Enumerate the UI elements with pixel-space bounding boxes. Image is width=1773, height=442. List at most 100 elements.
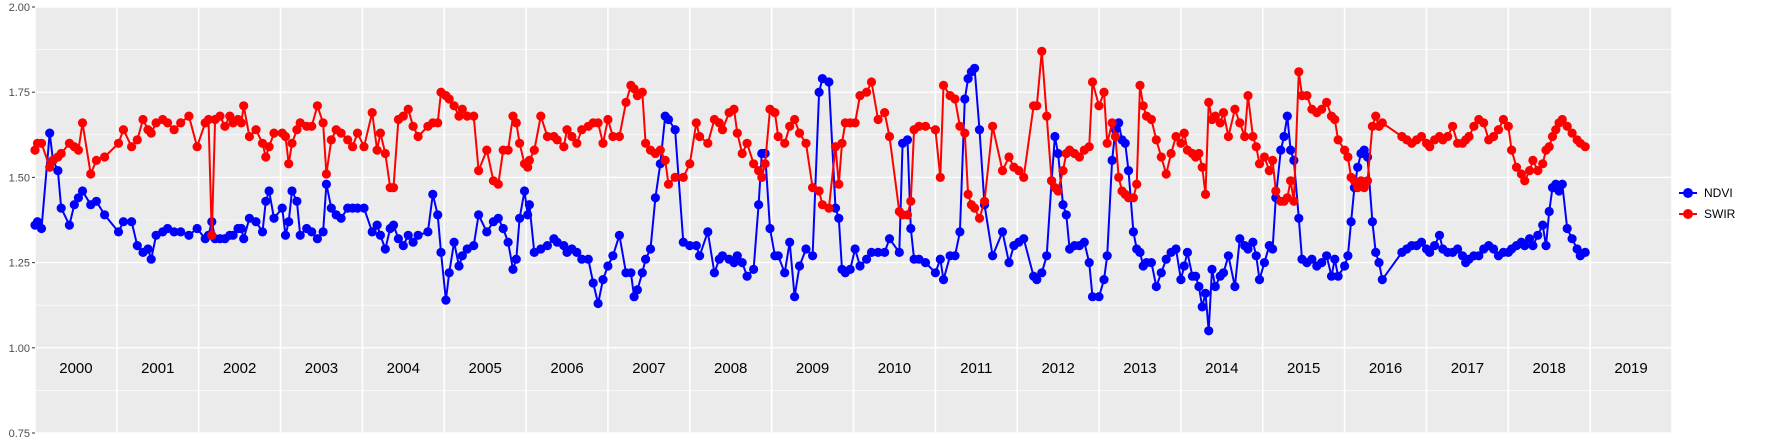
swir-point: [749, 159, 759, 169]
year-label: 2006: [550, 360, 583, 377]
swir-point: [1259, 152, 1269, 162]
ndvi-point: [146, 254, 156, 264]
swir-point: [307, 121, 317, 131]
ndvi-point: [997, 227, 1008, 237]
swir-point: [691, 118, 701, 128]
ndvi-point: [192, 223, 202, 234]
swir-point: [1084, 142, 1094, 152]
ndvi-point: [367, 227, 377, 237]
ndvi-point: [73, 193, 83, 203]
swir-point: [970, 203, 980, 213]
ndvi-point: [393, 234, 403, 244]
swir-point: [261, 152, 271, 162]
swir-point: [1343, 152, 1353, 162]
ndvi-point: [583, 254, 593, 264]
swir-point: [225, 111, 235, 121]
swir-point: [1107, 118, 1117, 128]
ndvi-point: [498, 223, 508, 234]
ndvi-point: [372, 220, 382, 230]
swir-point: [655, 145, 665, 155]
year-label: 2003: [305, 360, 338, 377]
swir-point: [757, 172, 767, 182]
ndvi-point: [645, 244, 656, 254]
ndvi-point: [572, 247, 582, 257]
ndvi-point: [441, 295, 451, 305]
swir-point: [269, 128, 279, 138]
ndvi-point: [100, 210, 110, 220]
ndvi-point: [428, 189, 438, 199]
swir-point: [824, 203, 834, 213]
ndvi-point: [938, 275, 949, 285]
year-label: 2013: [1123, 360, 1156, 377]
ndvi-point: [236, 223, 246, 234]
swir-point: [770, 108, 780, 118]
ndvi-point: [1326, 271, 1337, 281]
ndvi-point: [884, 234, 895, 244]
swir-point: [1580, 142, 1590, 152]
year-label: 2005: [468, 360, 501, 377]
ndvi-point: [950, 251, 960, 261]
ndvi-point: [53, 166, 63, 176]
ndvi-point: [287, 186, 297, 196]
ndvi-point: [1489, 244, 1499, 254]
swir-point: [1286, 176, 1296, 186]
ndvi-point: [280, 230, 291, 240]
swir-point: [729, 104, 739, 114]
ndvi-point: [1279, 131, 1289, 142]
ndvi-point: [1259, 258, 1269, 268]
ndvi-point: [880, 247, 890, 257]
ndvi-point: [239, 234, 249, 244]
ndvi-point: [503, 237, 513, 247]
swir-point: [1110, 131, 1120, 142]
ndvi-point: [1210, 281, 1220, 292]
swir-point: [1151, 135, 1161, 145]
swir-point: [1464, 131, 1474, 142]
swir-point: [780, 138, 790, 148]
ndvi-point: [292, 196, 302, 206]
swir-point: [773, 131, 783, 142]
ndvi-point: [1230, 281, 1240, 292]
swir-point: [375, 128, 385, 138]
year-label: 2008: [714, 360, 747, 377]
swir-point: [1302, 91, 1312, 101]
swir-point: [1166, 148, 1176, 159]
ndvi-point: [1107, 155, 1117, 165]
swir-point: [1294, 67, 1304, 77]
ndvi-point: [523, 210, 533, 220]
ndvi-point: [732, 251, 742, 261]
ndvi-point: [845, 264, 855, 274]
swir-point: [433, 118, 443, 128]
ndvi-point: [1533, 230, 1543, 240]
swir-point: [474, 166, 484, 176]
ndvi-point: [1474, 251, 1484, 261]
ndvi-point: [261, 196, 271, 206]
swir-point: [1179, 128, 1189, 138]
year-label: 2000: [59, 360, 92, 377]
ndvi-point: [593, 298, 603, 309]
swir-point: [559, 142, 569, 152]
swir-point: [469, 111, 479, 121]
swir-point: [955, 121, 965, 131]
ndvi-point: [1094, 292, 1104, 302]
swir-point: [1135, 80, 1145, 90]
ndvi-point: [906, 223, 916, 234]
year-label: 2012: [1041, 360, 1074, 377]
swir-point: [562, 125, 572, 135]
ndvi-point: [398, 241, 408, 251]
swir-point: [380, 148, 390, 159]
ndvi-point: [56, 203, 66, 213]
y-tick-label: 1.50: [9, 172, 30, 184]
ndvi-point: [1223, 251, 1233, 261]
ndvi-point: [709, 268, 720, 278]
swir-point: [935, 172, 945, 182]
ndvi-point: [974, 125, 985, 135]
ndvi-point: [1061, 210, 1071, 220]
swir-point: [1333, 135, 1343, 145]
ndvi-point: [873, 247, 883, 257]
swir-point: [1340, 145, 1350, 155]
swir-point: [457, 104, 467, 114]
swir-point: [118, 125, 128, 135]
swir-point: [737, 148, 747, 159]
ndvi-point: [1200, 288, 1211, 298]
